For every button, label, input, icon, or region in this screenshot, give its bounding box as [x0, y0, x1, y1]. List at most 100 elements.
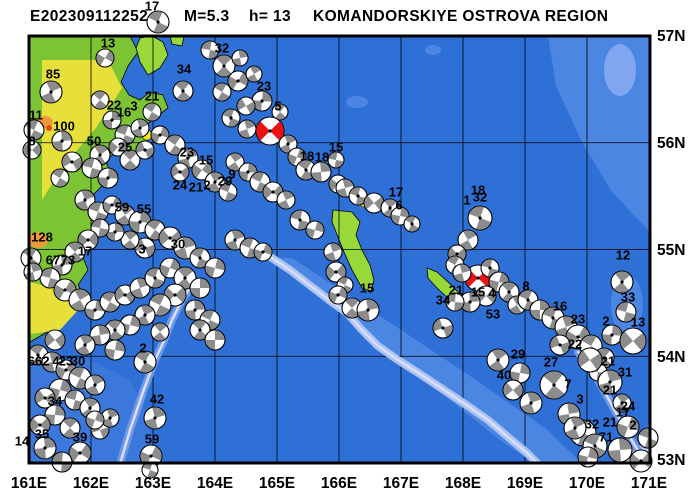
beachball-quadrant — [45, 332, 55, 346]
focal-mechanism — [90, 90, 110, 110]
focal-mechanism — [189, 319, 211, 341]
focal-mechanism — [184, 299, 206, 321]
beachball-quadrant — [30, 345, 44, 355]
beachball-quadrant — [100, 427, 109, 438]
beachball-quadrant — [550, 336, 560, 349]
focal-mechanism — [452, 263, 472, 283]
beachball-quadrant — [180, 167, 189, 179]
beachball-quadrant — [366, 299, 379, 310]
beachball-quadrant — [95, 412, 104, 423]
focal-mechanism — [81, 157, 103, 179]
beachball-quadrant — [98, 177, 108, 188]
beachball-center-dot — [488, 266, 492, 270]
focal-mechanism — [323, 242, 343, 262]
lon-tick-label: 165E — [259, 475, 295, 492]
lat-tick-label: 56N — [657, 135, 685, 152]
beachball-center-dot — [98, 153, 102, 157]
focal-mechanism — [432, 317, 454, 339]
beachball-center-dot — [261, 250, 265, 254]
beachball-quadrant — [297, 149, 306, 160]
beachball-center-dot — [173, 293, 177, 297]
focal-mechanism — [563, 416, 587, 440]
land-karaginsky-island — [135, 36, 169, 76]
beachball-center-dot — [43, 396, 47, 400]
beachball-quadrant — [151, 132, 160, 143]
beachball-quadrant — [32, 144, 41, 156]
beachball-quadrant — [201, 41, 212, 50]
beachball-center-dot — [168, 236, 172, 240]
focal-mechanism — [130, 118, 150, 138]
beachball-quadrant — [61, 131, 72, 141]
beachball-quadrant — [192, 164, 202, 178]
beachball-quadrant — [109, 141, 118, 154]
beachball-center-dot — [83, 343, 87, 347]
focal-mechanism — [51, 254, 73, 276]
beachball-center-dot — [110, 203, 114, 207]
focal-mechanism — [616, 415, 640, 439]
beachball-quadrant — [228, 76, 238, 90]
depth-label: 11 — [29, 107, 43, 122]
beachball-center-dot — [149, 454, 153, 458]
beachball-quadrant — [543, 371, 563, 385]
beachball-quadrant — [123, 150, 137, 160]
focal-mechanism — [59, 417, 81, 439]
beachball-quadrant — [241, 238, 254, 248]
beachball-quadrant — [270, 121, 284, 141]
beachball-quadrant — [150, 294, 165, 305]
beachball-center-dot — [298, 218, 302, 222]
depth-label: 18 — [471, 182, 485, 197]
beachball-quadrant — [578, 350, 590, 367]
beachball-quadrant — [492, 349, 507, 360]
focal-mechanism — [221, 108, 241, 128]
lon-tick-label: 161E — [11, 475, 47, 492]
beachball-quadrant — [105, 348, 115, 360]
focal-mechanism — [85, 410, 105, 430]
beachball-center-dot — [455, 252, 459, 256]
beachball-center-dot — [153, 416, 157, 420]
beachball-quadrant — [123, 160, 137, 170]
beachball-quadrant — [102, 418, 113, 427]
beachball-quadrant — [502, 282, 516, 292]
focal-mechanism — [143, 406, 167, 430]
beachball-quadrant — [238, 50, 248, 58]
depth-label: 34 — [177, 61, 192, 76]
beachball-center-dot — [366, 308, 370, 312]
beachball-quadrant — [30, 418, 40, 432]
lat-tick-label: 55N — [657, 242, 685, 259]
depth-label: 22 — [107, 97, 121, 112]
lon-tick-label: 170E — [569, 475, 605, 492]
lon-tick-label: 163E — [135, 475, 171, 492]
beachball-quadrant — [52, 169, 65, 178]
focal-mechanism — [619, 327, 647, 355]
focal-mechanism — [278, 134, 298, 154]
beachball-quadrant — [91, 219, 102, 228]
aleutian-trench-line — [264, 252, 539, 463]
depth-label: 23 — [180, 144, 194, 159]
beachball-quadrant — [63, 428, 77, 438]
focal-mechanism — [44, 329, 66, 351]
beachball-quadrant — [80, 335, 94, 345]
beachball-center-dot — [186, 156, 190, 160]
beachball-quadrant — [55, 405, 65, 416]
lon-tick-label: 164E — [197, 475, 233, 492]
beachball-quadrant — [519, 290, 532, 300]
bathymetry-patch — [346, 96, 368, 108]
depth-label: 21 — [601, 353, 615, 368]
beachball-center-dot — [236, 79, 240, 83]
depth-label: 30 — [171, 236, 185, 251]
beachball-quadrant — [215, 258, 225, 271]
depth-label: 14 — [15, 433, 30, 448]
beachball-quadrant — [76, 200, 89, 210]
beachball-center-dot — [93, 383, 97, 387]
beachball-center-dot — [356, 194, 360, 198]
depth-label: 2 — [42, 353, 49, 368]
beachball-quadrant — [52, 141, 63, 151]
beachball-quadrant — [509, 305, 522, 314]
depth-label: 1 — [463, 192, 470, 207]
beachball-center-dot — [620, 401, 624, 405]
beachball-quadrant — [357, 310, 370, 321]
depth-label: 3 — [130, 98, 137, 113]
depth-label: 18 — [300, 148, 314, 163]
focal-mechanism — [486, 348, 510, 372]
beachball-quadrant — [98, 228, 109, 237]
